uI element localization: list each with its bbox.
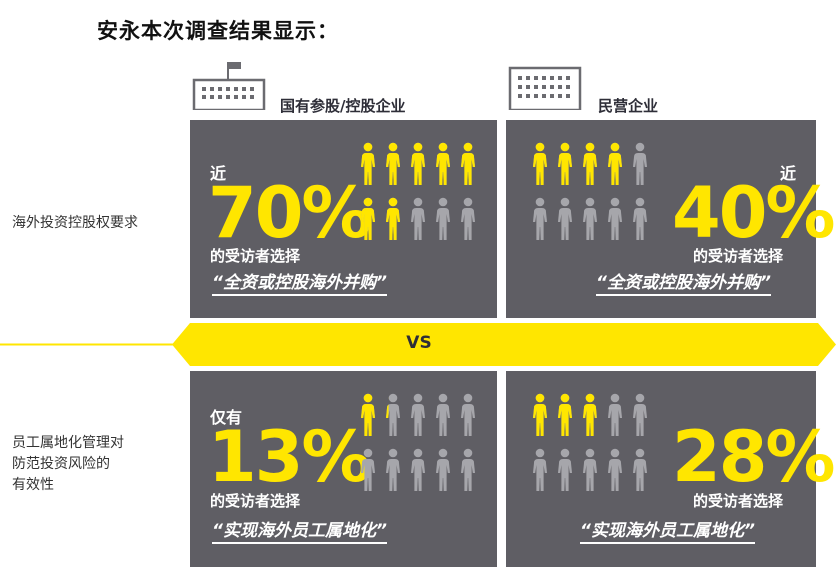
person-icon bbox=[558, 393, 572, 436]
choice-quote: “实现海外员工属地化” bbox=[212, 516, 387, 544]
percent-value: 70% bbox=[208, 172, 372, 254]
person-icon bbox=[583, 393, 597, 436]
person-icon bbox=[436, 142, 450, 185]
person-icon bbox=[533, 393, 547, 436]
person-icon bbox=[608, 448, 622, 491]
person-icon bbox=[633, 142, 647, 185]
person-icon bbox=[386, 393, 400, 436]
row-label-line: 防范投资风险的 bbox=[12, 456, 110, 472]
person-icon bbox=[633, 197, 647, 240]
government-building-icon bbox=[192, 62, 266, 110]
choice-quote: “全资或控股海外并购” bbox=[596, 268, 771, 296]
column-header-private: 民营企业 bbox=[598, 97, 659, 115]
person-icon bbox=[461, 393, 475, 436]
person-icon bbox=[436, 393, 450, 436]
percent-value: 28% bbox=[672, 416, 836, 498]
people-grid bbox=[533, 393, 647, 491]
respondents-label: 的受访者选择 bbox=[693, 492, 784, 510]
person-icon bbox=[633, 448, 647, 491]
people-grid bbox=[533, 142, 647, 240]
panel-prefix: 近 bbox=[780, 164, 797, 183]
respondents-label: 的受访者选择 bbox=[210, 247, 301, 265]
office-building-icon bbox=[508, 66, 582, 110]
person-icon bbox=[608, 393, 622, 436]
person-icon bbox=[533, 448, 547, 491]
vs-bar bbox=[0, 323, 836, 366]
panel-prefix: 近 bbox=[210, 164, 227, 183]
percent-value: 13% bbox=[208, 416, 372, 498]
person-icon bbox=[386, 448, 400, 491]
person-icon bbox=[361, 393, 375, 436]
panel-prefix: 仅有 bbox=[210, 408, 243, 427]
person-icon bbox=[361, 448, 375, 491]
respondents-label: 的受访者选择 bbox=[693, 247, 784, 265]
person-icon bbox=[386, 142, 400, 185]
person-icon bbox=[558, 142, 572, 185]
row-label-line: 员工属地化管理对 bbox=[12, 435, 124, 451]
row-label-line: 有效性 bbox=[12, 477, 54, 493]
person-icon bbox=[461, 448, 475, 491]
person-icon bbox=[461, 142, 475, 185]
row-label-ownership: 海外投资控股权要求 bbox=[12, 215, 138, 231]
person-icon bbox=[558, 197, 572, 240]
person-icon bbox=[411, 142, 425, 185]
column-header-state-owned: 国有参股/控股企业 bbox=[280, 97, 406, 115]
person-icon bbox=[411, 448, 425, 491]
person-icon bbox=[436, 197, 450, 240]
person-icon bbox=[361, 142, 375, 185]
panel-private-ownership bbox=[506, 120, 816, 318]
respondents-label: 的受访者选择 bbox=[210, 492, 301, 510]
person-icon bbox=[583, 142, 597, 185]
page-title: 安永本次调查结果显示： bbox=[97, 19, 339, 43]
person-icon bbox=[608, 197, 622, 240]
person-icon bbox=[533, 142, 547, 185]
person-icon bbox=[583, 197, 597, 240]
choice-quote: “全资或控股海外并购” bbox=[212, 268, 387, 296]
row-label-localization: 员工属地化管理对 防范投资风险的 有效性 bbox=[12, 433, 124, 496]
panel-private-localization bbox=[506, 371, 816, 567]
vs-label: VS bbox=[406, 333, 432, 353]
person-icon bbox=[533, 197, 547, 240]
person-icon bbox=[411, 393, 425, 436]
percent-value: 40% bbox=[672, 172, 836, 254]
person-icon bbox=[436, 448, 450, 491]
people-grid bbox=[361, 393, 475, 491]
person-icon bbox=[386, 197, 400, 240]
person-icon bbox=[361, 197, 375, 240]
choice-quote: “实现海外员工属地化” bbox=[580, 516, 755, 544]
person-icon bbox=[461, 197, 475, 240]
person-icon bbox=[583, 448, 597, 491]
person-icon bbox=[558, 448, 572, 491]
person-icon bbox=[411, 197, 425, 240]
person-icon bbox=[608, 142, 622, 185]
person-icon bbox=[633, 393, 647, 436]
people-grid bbox=[361, 142, 475, 240]
